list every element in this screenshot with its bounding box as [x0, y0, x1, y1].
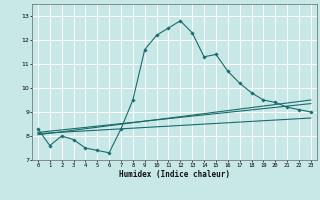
X-axis label: Humidex (Indice chaleur): Humidex (Indice chaleur) [119, 170, 230, 179]
